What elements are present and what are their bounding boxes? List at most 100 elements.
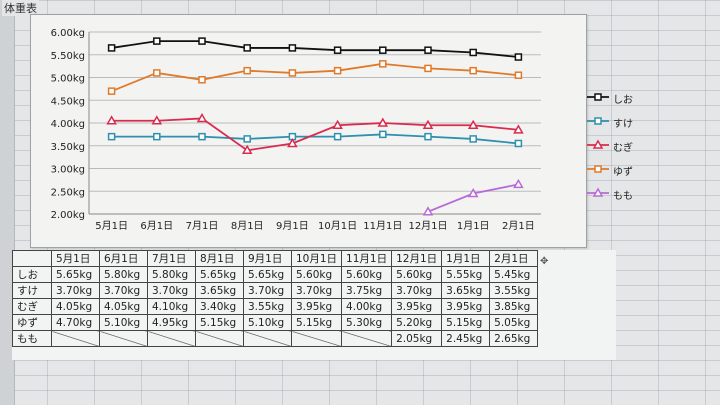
table-cell[interactable]: 3.70kg <box>51 282 100 299</box>
table-cell[interactable]: 4.70kg <box>51 314 100 331</box>
table-cell[interactable]: 5.20kg <box>391 314 443 331</box>
table-cell[interactable]: 5.45kg <box>489 266 539 283</box>
data-point <box>377 117 389 127</box>
table-cell[interactable]: 5.55kg <box>441 266 491 283</box>
table-cell[interactable]: 5.65kg <box>51 266 100 283</box>
data-point <box>198 132 206 141</box>
legend-swatch <box>587 93 609 101</box>
table-cell[interactable]: 5.65kg <box>243 266 292 283</box>
table-cell[interactable]: 2.05kg <box>391 330 443 347</box>
table-cell[interactable]: 3.95kg <box>290 298 343 315</box>
table-header-cell[interactable]: 5月1日 <box>51 250 100 267</box>
table-cell[interactable]: 3.70kg <box>99 282 148 299</box>
data-point <box>153 69 161 77</box>
data-point <box>243 135 251 143</box>
data-point <box>422 206 434 216</box>
table-cell[interactable]: 3.95kg <box>391 298 443 315</box>
sheet-title-cell[interactable]: 体重表 <box>2 0 39 16</box>
y-tick-label: 4.00kg <box>51 119 85 130</box>
table-cell[interactable]: 5.60kg <box>391 266 443 283</box>
table-cell[interactable]: 5.15kg <box>441 314 491 331</box>
table-cell[interactable] <box>341 330 393 347</box>
table-cell[interactable]: 5.10kg <box>243 314 292 331</box>
x-tick-label: 2月1日 <box>502 220 535 232</box>
data-point <box>514 53 523 61</box>
x-tick-label: 7月1日 <box>186 220 219 232</box>
table-cell[interactable]: 5.80kg <box>147 266 196 283</box>
x-tick-label: 5月1日 <box>95 220 128 232</box>
table-header-cell[interactable]: 12月1日 <box>391 250 443 267</box>
table-header-row: 5月1日 6月1日 7月1日 8月1日 9月1日 10月1日 11月1日 12月1日 1月1日 2… <box>12 250 539 267</box>
table-cell[interactable]: 4.05kg <box>99 298 148 315</box>
table-cell[interactable]: 3.55kg <box>489 282 539 299</box>
table-cell[interactable]: 3.70kg <box>391 282 443 299</box>
table-header-cell[interactable]: 6月1日 <box>99 250 148 267</box>
table-header-cell[interactable]: 7月1日 <box>147 250 196 267</box>
x-tick-label: 11月1日 <box>363 220 402 232</box>
x-tick-label: 9月1日 <box>276 220 309 232</box>
legend-label: むぎ <box>613 143 633 154</box>
table-corner-cell[interactable] <box>12 250 52 267</box>
table-cell[interactable] <box>195 330 244 347</box>
table-cell[interactable] <box>51 330 100 347</box>
table-cell[interactable]: 3.95kg <box>441 298 491 315</box>
table-cell[interactable]: 4.95kg <box>147 314 196 331</box>
table-cell[interactable]: 5.80kg <box>99 266 148 283</box>
table-cell[interactable]: 3.40kg <box>195 298 244 315</box>
table-row-label[interactable]: すけ <box>12 282 52 299</box>
table-cell[interactable]: 4.10kg <box>147 298 196 315</box>
data-point <box>107 87 116 95</box>
data-point <box>153 37 161 45</box>
table-cell[interactable]: 4.05kg <box>51 298 100 315</box>
table-row: しお 5.65kg 5.80kg 5.80kg 5.65kg 5.65kg 5.60kg 5.… <box>12 266 539 283</box>
table-header-cell[interactable]: 8月1日 <box>195 250 244 267</box>
table-header-cell[interactable]: 11月1日 <box>341 250 393 267</box>
data-point <box>151 115 163 125</box>
table-cell[interactable]: 3.70kg <box>243 282 292 299</box>
table-cell[interactable]: 3.75kg <box>341 282 393 299</box>
legend-item: もも <box>587 187 647 211</box>
data-point <box>198 76 206 84</box>
table-cell[interactable]: 5.60kg <box>341 266 393 283</box>
table-row-label[interactable]: ゆず <box>12 314 52 331</box>
table-cell[interactable]: 5.60kg <box>290 266 343 283</box>
data-point <box>469 66 477 75</box>
table-row: むぎ 4.05kg 4.05kg 4.10kg 3.40kg 3.55kg 3.95kg 4.… <box>12 298 539 315</box>
table-cell[interactable]: 3.70kg <box>290 282 343 299</box>
table-cell[interactable]: 4.00kg <box>341 298 393 315</box>
data-point <box>379 60 387 68</box>
table-cell[interactable]: 3.65kg <box>441 282 491 299</box>
data-point <box>332 119 343 130</box>
table-cell[interactable]: 5.10kg <box>99 314 148 331</box>
table-cell[interactable]: 3.65kg <box>195 282 244 299</box>
table-header-cell[interactable]: 10月1日 <box>290 250 343 267</box>
table-cell[interactable]: 5.30kg <box>341 314 393 331</box>
line-chart[interactable]: 2.00kg 2.50kg 3.00kg 3.50kg 4.00kg 4.50kg 5.00… <box>30 14 633 248</box>
legend-label: すけ <box>613 119 633 130</box>
table-cell[interactable]: 3.55kg <box>243 298 292 315</box>
table-cell[interactable]: 3.85kg <box>489 298 539 315</box>
table-cell[interactable]: 5.15kg <box>195 314 244 331</box>
x-tick-label: 8月1日 <box>231 220 264 232</box>
table-row-label[interactable]: もも <box>12 330 52 347</box>
series-line <box>111 62 519 92</box>
table-cell[interactable]: 3.70kg <box>147 282 196 299</box>
table-header-cell[interactable]: 2月1日 <box>489 250 539 267</box>
table-cell[interactable]: 5.15kg <box>290 314 343 331</box>
legend-swatch <box>587 117 609 125</box>
chart-legend: しお すけ むぎ ゆず もも <box>587 91 647 211</box>
table-header-cell[interactable]: 1月1日 <box>441 250 491 267</box>
table-cell[interactable] <box>243 330 292 347</box>
table-header-cell[interactable]: 9月1日 <box>243 250 292 267</box>
table-cell[interactable]: 2.65kg <box>489 330 539 347</box>
table-row-label[interactable]: むぎ <box>12 298 52 315</box>
table-cell[interactable]: 2.45kg <box>441 330 491 347</box>
table-cell[interactable]: 5.65kg <box>195 266 244 283</box>
table-cell[interactable] <box>99 330 148 347</box>
table-cell[interactable] <box>290 330 343 347</box>
table-cell[interactable] <box>147 330 196 347</box>
table-cell[interactable]: 5.05kg <box>489 314 539 331</box>
table-row: もも 2.05kg 2.45kg 2.65kg <box>12 330 539 347</box>
legend-item: しお <box>587 91 647 115</box>
table-row-label[interactable]: しお <box>12 266 52 283</box>
